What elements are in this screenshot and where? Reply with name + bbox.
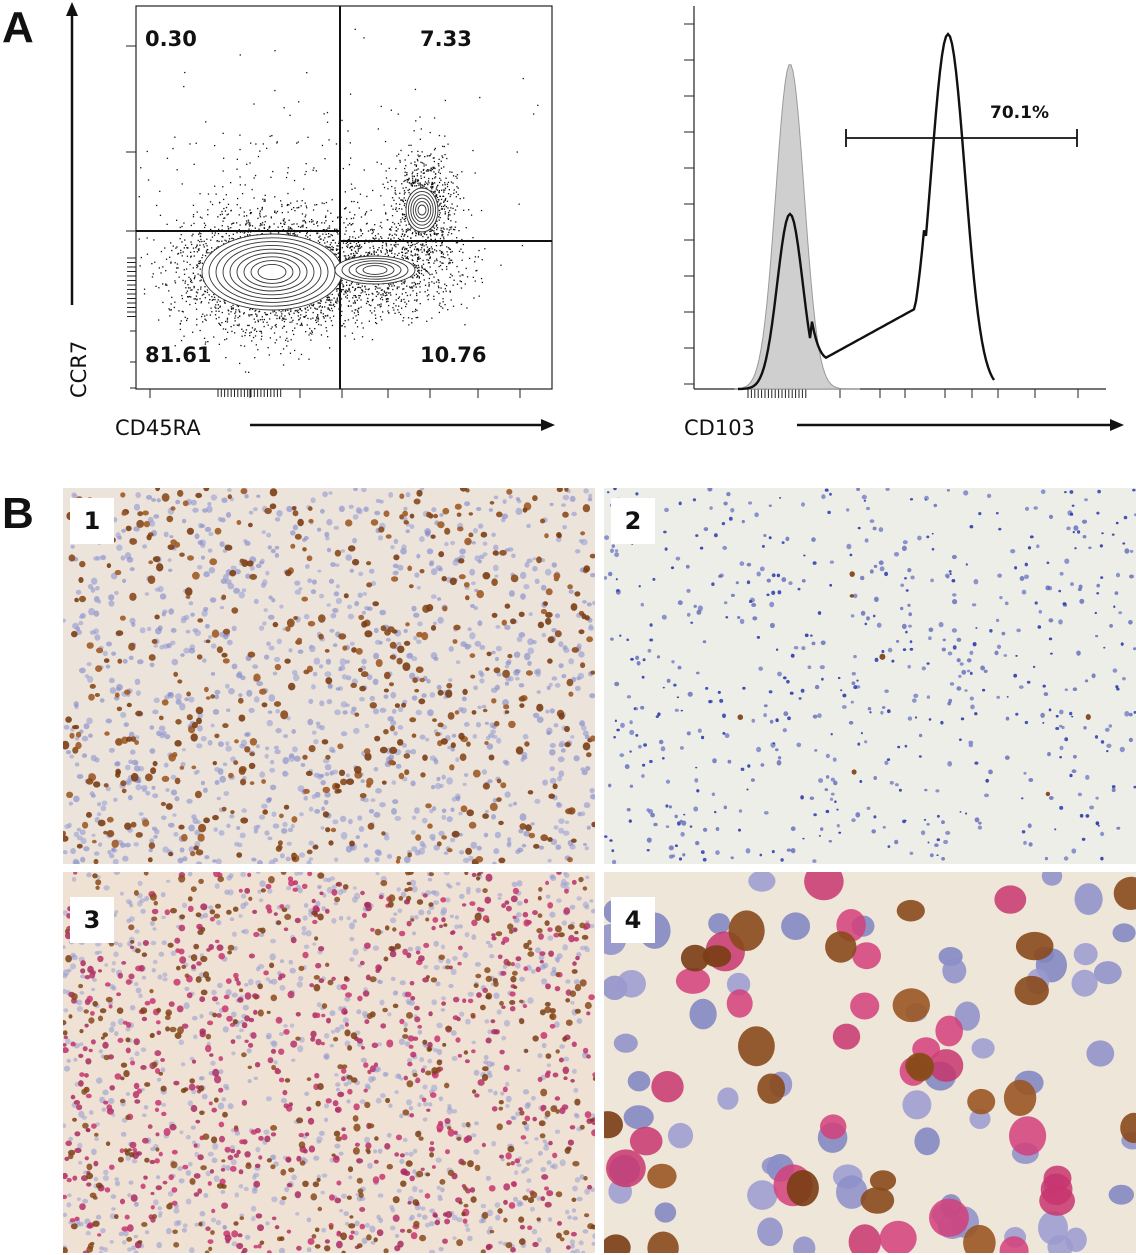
micrograph-3-cells — [63, 872, 595, 1253]
ccr7-axis-label: CCR7 — [67, 341, 91, 398]
dotplot-events — [138, 28, 539, 373]
panel-a-letter: A — [2, 3, 34, 52]
cd103-gate-percent: 70.1% — [990, 103, 1049, 123]
dotplot-x-ticks — [149, 389, 521, 398]
micrograph-4-cells — [604, 872, 1136, 1253]
micrograph-1-label: 1 — [70, 498, 114, 544]
micrograph-4-label: 4 — [611, 897, 655, 943]
histogram-x-ticks — [747, 389, 1079, 398]
micrograph-2: 2 — [604, 488, 1136, 864]
dotplot-frame — [135, 5, 553, 390]
micrograph-1: 1 — [63, 488, 595, 864]
quadrant-upper-right-value: 7.33 — [420, 27, 472, 51]
micrograph-2-cells — [604, 488, 1136, 864]
flow-svg: 0.30 7.33 81.61 10.76 CCR7 CD45RA 70.1% … — [66, 2, 1124, 440]
quadrant-upper-left-value: 0.30 — [145, 27, 197, 51]
dotplot-contours — [201, 187, 439, 311]
micrograph-1-cells — [63, 488, 595, 864]
cd103-histogram-line — [737, 32, 996, 391]
ccr7-arrow-head — [66, 2, 78, 16]
micrograph-3-label: 3 — [70, 897, 114, 943]
histogram-y-ticks — [684, 23, 694, 385]
isotype-control-histogram — [734, 64, 860, 390]
dotplot-y-ticks — [126, 45, 136, 389]
micrograph-4: 4 — [604, 872, 1136, 1253]
cd103-axis-label: CD103 — [684, 416, 755, 440]
cd45ra-arrow-head — [541, 419, 555, 431]
quadrant-lower-right-value: 10.76 — [420, 343, 486, 367]
micrograph-2-label: 2 — [611, 498, 655, 544]
cd45ra-axis-label: CD45RA — [115, 416, 201, 440]
flow-cytometry-row: 0.30 7.33 81.61 10.76 CCR7 CD45RA 70.1% … — [0, 0, 1136, 460]
quadrant-lower-left-value: 81.61 — [145, 343, 211, 367]
cd103-arrow-head — [1110, 419, 1124, 431]
panel-b-letter: B — [2, 489, 34, 538]
micrograph-3: 3 — [63, 872, 595, 1253]
